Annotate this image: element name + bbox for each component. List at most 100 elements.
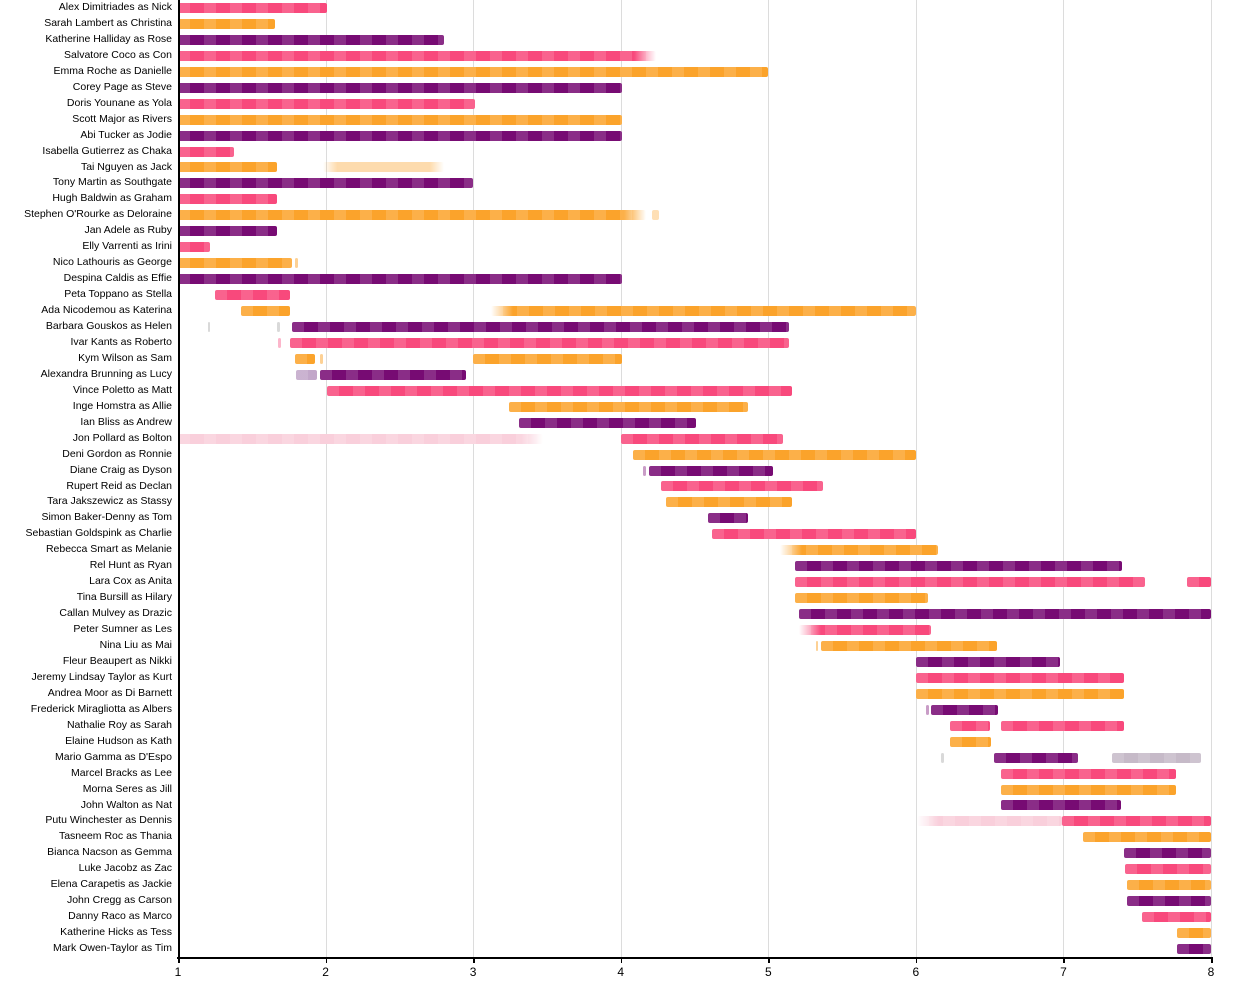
x-tick-label: 8	[1207, 965, 1215, 979]
row-label: Ian Bliss as Andrew	[80, 415, 172, 428]
row-label: Inge Homstra as Allie	[72, 399, 172, 412]
row-label: Tina Bursill as Hilary	[76, 591, 172, 604]
bar-segment	[917, 816, 1062, 827]
row-label: Tara Jakszewicz as Stassy	[47, 495, 172, 508]
bar-segment	[949, 736, 992, 747]
bar-segment	[949, 720, 990, 731]
row-label: Elaine Hudson as Kath	[65, 734, 172, 747]
gridline	[768, 0, 770, 957]
row-label: Deni Gordon as Ronnie	[62, 447, 172, 460]
bar-segment	[178, 162, 277, 173]
row-label: Sebastian Goldspink as Charlie	[25, 527, 173, 540]
row-label: Tasneem Roc as Thania	[58, 830, 172, 843]
row-label: Danny Raco as Marco	[68, 910, 172, 923]
bar-segment	[1126, 880, 1211, 891]
bar-segment	[1112, 752, 1201, 763]
row-label: Ada Nicodemou as Katerina	[41, 304, 172, 317]
x-tick-label: 5	[764, 965, 772, 979]
row-label: Putu Winchester as Dennis	[45, 814, 172, 827]
bar-segment	[1123, 848, 1211, 859]
row-label: Katherine Hicks as Tess	[60, 926, 172, 939]
x-tick-label: 4	[617, 965, 625, 979]
row-label: Jan Adele as Ruby	[84, 224, 172, 237]
x-axis-tick	[768, 958, 770, 963]
gridline	[1063, 0, 1065, 957]
bar-segment	[1141, 912, 1211, 923]
row-label: Sarah Lambert as Christina	[44, 16, 172, 29]
row-label: Jeremy Lindsay Taylor as Kurt	[31, 670, 172, 683]
row-label: Elena Carapetis as Jackie	[50, 878, 172, 891]
row-label: Katherine Halliday as Rose	[45, 32, 172, 45]
bar-segment	[1126, 896, 1211, 907]
bar-segment	[296, 369, 317, 380]
x-tick-label: 2	[322, 965, 329, 979]
bar-segment	[620, 433, 784, 444]
row-label: Ivar Kants as Roberto	[70, 335, 172, 348]
gridline	[915, 0, 917, 957]
row-label: Lara Cox as Anita	[89, 575, 172, 588]
x-axis	[177, 957, 1213, 959]
row-label: Abi Tucker as Jodie	[80, 128, 172, 141]
x-axis-tick	[325, 958, 328, 963]
row-label: Isabella Gutierrez as Chaka	[42, 144, 172, 157]
row-label: Mario Gamma as D'Espo	[55, 750, 172, 763]
row-label: Diane Craig as Dyson	[69, 463, 172, 476]
x-tick-label: 1	[174, 965, 182, 979]
x-axis-tick	[1063, 958, 1065, 963]
gridline	[473, 0, 475, 957]
bar-segment	[648, 465, 773, 476]
x-tick-label: 6	[912, 965, 920, 979]
bar-segment	[178, 18, 276, 29]
row-label: Andrea Moor as Di Barnett	[47, 686, 172, 699]
bar-segment	[712, 529, 916, 540]
bar-segment	[178, 2, 328, 13]
bar-tick	[207, 321, 211, 332]
row-label: Morna Seres as Jill	[82, 782, 172, 795]
bar-segment	[490, 306, 916, 317]
bar-segment	[178, 82, 623, 93]
row-label: Rebecca Smart as Melanie	[45, 543, 172, 556]
bar-segment	[178, 433, 543, 444]
bar-segment	[1187, 577, 1211, 588]
bar-segment	[327, 385, 792, 396]
row-label: Fleur Beaupert as Nikki	[62, 654, 172, 667]
bar-segment	[1001, 720, 1124, 731]
bar-segment	[473, 353, 623, 364]
bar-segment	[1125, 864, 1211, 875]
bar-segment	[178, 194, 277, 205]
row-label: Rupert Reid as Declan	[66, 479, 172, 492]
bar-segment	[1177, 944, 1211, 955]
row-label: Alexandra Brunning as Lucy	[40, 367, 172, 380]
x-axis-tick	[473, 958, 475, 963]
bar-segment	[930, 704, 999, 715]
bar-segment	[290, 337, 789, 348]
row-label: Bianca Nacson as Gemma	[47, 846, 172, 859]
bar-segment	[178, 66, 769, 77]
bar-tick	[940, 752, 944, 763]
row-label: Corey Page as Steve	[72, 80, 172, 93]
gridline	[620, 0, 622, 957]
bar-segment	[1082, 832, 1211, 843]
bar-segment	[1001, 768, 1176, 779]
row-label: Doris Younane as Yola	[66, 96, 172, 109]
row-label: Alex Dimitriades as Nick	[58, 1, 172, 13]
bar-tick	[294, 258, 298, 269]
gridline	[1211, 0, 1212, 957]
bar-segment	[178, 274, 623, 285]
bar-segment	[794, 561, 1123, 572]
x-tick-label: 7	[1060, 965, 1067, 979]
bar-segment	[178, 210, 646, 221]
bar-segment	[799, 609, 1211, 620]
bar-segment	[780, 545, 938, 556]
bar-segment	[632, 449, 916, 460]
bar-segment	[1061, 816, 1211, 827]
row-label: Stephen O'Rourke as Deloraine	[24, 208, 172, 221]
row-label: Jon Pollard as Bolton	[72, 431, 172, 444]
row-label: Vince Poletto as Matt	[72, 383, 172, 396]
row-label: Luke Jacobz as Zac	[78, 862, 172, 875]
row-label: Tony Martin as Southgate	[52, 176, 172, 189]
bar-segment	[508, 401, 748, 412]
x-axis-tick	[178, 958, 180, 963]
bar-segment	[178, 50, 657, 61]
